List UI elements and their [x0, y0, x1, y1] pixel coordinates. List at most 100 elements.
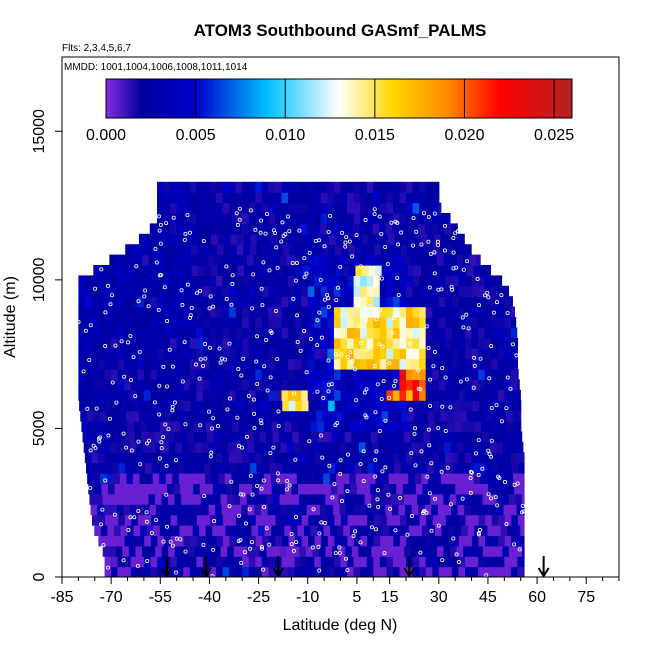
heatmap-cell — [478, 358, 486, 370]
heatmap-cell — [414, 265, 422, 276]
sample-point — [429, 461, 434, 466]
heatmap-cell — [219, 483, 227, 495]
heatmap-cell — [164, 462, 172, 474]
sample-point — [137, 349, 142, 354]
heatmap-cell — [263, 265, 271, 276]
heatmap-cell — [281, 275, 289, 287]
heatmap-cell — [288, 192, 296, 204]
heatmap-cell — [432, 400, 441, 412]
sample-point — [275, 265, 280, 270]
heatmap-cell — [408, 473, 416, 484]
heatmap-cell — [327, 285, 335, 297]
heatmap-cell — [163, 285, 171, 297]
heatmap-cell — [481, 483, 489, 495]
heatmap-cell — [176, 348, 184, 360]
heatmap-cell — [137, 566, 145, 577]
sample-point — [473, 451, 478, 456]
heatmap-cell — [379, 327, 387, 339]
sample-point — [294, 514, 299, 519]
heatmap-cell — [229, 452, 237, 464]
heatmap-cell — [347, 285, 355, 297]
heatmap-cell — [474, 525, 482, 536]
heatmap-cell — [491, 327, 499, 339]
heatmap-cell — [189, 192, 197, 204]
heatmap-cell — [255, 369, 263, 380]
sample-point — [103, 478, 108, 483]
heatmap-cell — [283, 473, 291, 484]
sample-point — [157, 412, 162, 417]
sample-point — [504, 406, 509, 411]
heatmap-cell — [268, 514, 277, 526]
heatmap-cell — [244, 410, 252, 422]
heatmap-cell — [265, 483, 273, 495]
heatmap-cell — [319, 254, 327, 266]
heatmap-cell — [340, 285, 348, 297]
heatmap-cell — [178, 265, 186, 276]
heatmap-cell — [242, 514, 250, 526]
heatmap-cell — [314, 181, 322, 193]
heatmap-cell — [139, 265, 147, 276]
heatmap-cell — [117, 379, 125, 391]
heatmap-cell — [165, 265, 173, 276]
heatmap-cell — [419, 514, 427, 526]
heatmap-cell — [410, 545, 418, 557]
heatmap-cell — [196, 296, 204, 308]
sample-point — [499, 419, 504, 424]
heatmap-cell — [465, 379, 473, 391]
sample-point — [235, 415, 240, 420]
heatmap-cell — [458, 556, 466, 568]
heatmap-cell — [444, 441, 452, 453]
heatmap-cell — [360, 192, 368, 204]
sample-point — [182, 237, 187, 242]
heatmap-cell — [94, 421, 102, 432]
heatmap-cell — [182, 441, 190, 453]
heatmap-cell — [425, 452, 433, 464]
heatmap-cell — [289, 244, 297, 256]
heatmap-cell — [286, 441, 295, 453]
heatmap-cell — [508, 493, 516, 505]
heatmap-cell — [410, 431, 418, 443]
heatmap-cell — [301, 296, 309, 308]
heatmap-cell — [425, 369, 433, 380]
sample-point — [207, 345, 212, 350]
heatmap-cell — [419, 369, 427, 380]
sample-point — [259, 218, 264, 223]
heatmap-cell — [473, 473, 481, 484]
heatmap-cell — [266, 431, 274, 443]
heatmap-cell — [255, 389, 263, 401]
heatmap-cell — [209, 452, 217, 464]
heatmap-cell — [469, 493, 477, 505]
heatmap-cell — [117, 327, 125, 339]
heatmap-cell — [302, 244, 310, 256]
heatmap-cell — [347, 192, 355, 204]
heatmap-cell — [460, 410, 468, 422]
heatmap-cell — [113, 525, 122, 536]
heatmap-cell — [328, 400, 336, 412]
heatmap-cell — [248, 296, 256, 308]
heatmap-cell — [425, 348, 433, 360]
heatmap-cell — [209, 379, 217, 391]
sample-point — [99, 522, 104, 527]
heatmap-cell — [246, 431, 254, 443]
heatmap-cell — [406, 348, 414, 360]
heatmap-cell — [170, 285, 178, 297]
heatmap-cell — [176, 317, 184, 328]
heatmap-cell — [398, 504, 406, 516]
heatmap-cell — [466, 462, 474, 474]
heatmap-cell — [209, 535, 217, 547]
heatmap-cell — [283, 233, 291, 245]
heatmap-cell — [386, 452, 394, 464]
heatmap-cell — [392, 202, 401, 214]
heatmap-cell — [78, 337, 86, 349]
x-tick-label: -55 — [149, 589, 172, 606]
heatmap-cell — [85, 400, 93, 412]
heatmap-cell — [303, 410, 311, 422]
heatmap-cell — [354, 462, 362, 474]
heatmap-cell — [281, 192, 289, 204]
sample-point — [486, 448, 491, 453]
sample-point — [183, 231, 188, 236]
heatmap-cell — [259, 545, 268, 557]
heatmap-cell — [301, 514, 309, 526]
heatmap-cell — [406, 369, 414, 380]
heatmap-cell — [268, 452, 276, 464]
